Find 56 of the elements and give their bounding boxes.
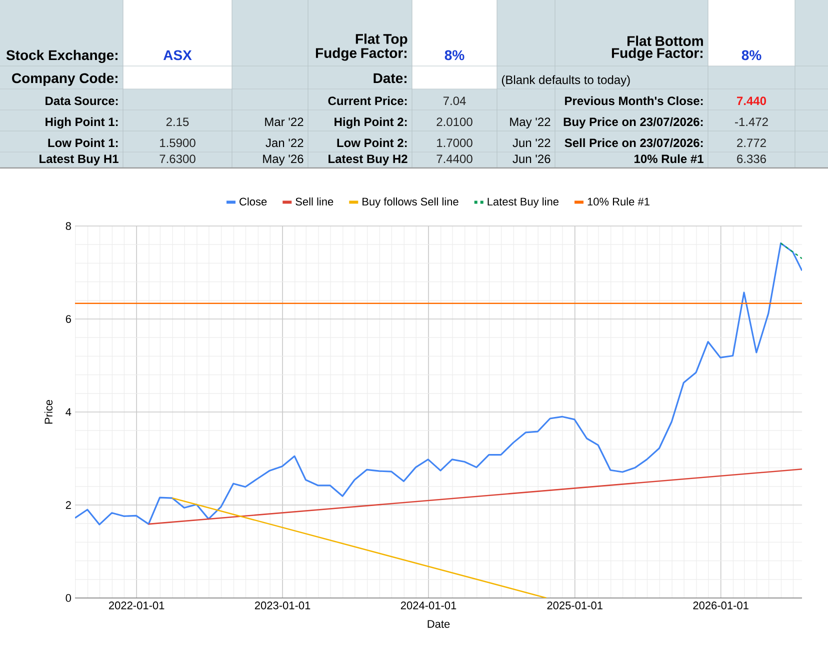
text: (Blank defaults to today) xyxy=(502,75,630,86)
text: 6.336 xyxy=(737,154,766,164)
text: 1.5900 xyxy=(160,138,196,148)
text: 7.6300 xyxy=(160,154,196,164)
text: High Point 1: xyxy=(46,117,118,129)
y-tick-label: 4 xyxy=(66,408,72,416)
y-axis-title: Price xyxy=(44,400,52,424)
x-tick-label: 2022-01-01 xyxy=(109,602,164,610)
text: Latest Buy H1 xyxy=(40,154,118,166)
text: Previous Month's Close: xyxy=(565,96,703,106)
text: Low Point 2: xyxy=(337,138,407,148)
x-tick-label: 2024-01-01 xyxy=(400,602,456,610)
text: Company Code: xyxy=(12,72,118,86)
text: Mar '22 xyxy=(265,118,304,126)
legend-label: Buy follows Sell line xyxy=(362,197,458,208)
x-tick-label: 2026-01-01 xyxy=(693,602,748,610)
text: Current Price: xyxy=(328,96,407,106)
y-tick-label: 8 xyxy=(66,222,71,230)
x-tick-label: 2025-01-01 xyxy=(547,602,602,610)
legend-label: 10% Rule #1 xyxy=(588,197,650,206)
text: Low Point 1: xyxy=(48,138,118,148)
y-tick-label: 0 xyxy=(66,594,72,602)
text: Date: xyxy=(374,73,406,84)
text: Buy Price on 23/07/2026: xyxy=(564,117,703,128)
legend-label: Latest Buy line xyxy=(488,197,559,208)
text: 7.440 xyxy=(737,96,766,106)
text: Flat Bottom Fudge Factor: xyxy=(612,36,703,61)
text: Flat Top Fudge Factor: xyxy=(316,34,408,61)
y-tick-label: 2 xyxy=(66,501,71,509)
text: Jun '22 xyxy=(512,138,550,148)
legend-label: Sell line xyxy=(296,197,334,206)
text: Latest Buy H2 xyxy=(328,154,408,166)
x-tick-label: 2023-01-01 xyxy=(254,602,310,610)
text: Jan '22 xyxy=(266,138,304,148)
text: 10% Rule #1 xyxy=(634,154,704,164)
text: May '26 xyxy=(263,154,304,166)
text: 8% xyxy=(742,50,762,60)
text: 1.7000 xyxy=(437,138,472,148)
legend-label: Close xyxy=(240,197,267,206)
text: 2.15 xyxy=(166,118,189,126)
text: Jun '26 xyxy=(512,154,550,164)
source-note: Data Source: xyxy=(46,96,118,106)
line-series xyxy=(75,242,802,526)
text: -1.472 xyxy=(735,118,768,126)
text: 2.0100 xyxy=(436,118,472,126)
text: 7.4400 xyxy=(436,154,472,164)
x-axis-title: Date xyxy=(428,620,450,628)
text: 8% xyxy=(444,50,464,60)
text: 7.04 xyxy=(443,96,466,106)
text: High Point 2: xyxy=(334,117,407,129)
y-tick-label: 6 xyxy=(66,315,71,323)
text: Sell Price on 23/07/2026: xyxy=(564,138,703,148)
text: Stock Exchange: xyxy=(6,50,118,63)
text: ASX xyxy=(163,50,192,60)
text: May '22 xyxy=(510,118,550,128)
text: 2.772 xyxy=(737,138,766,147)
